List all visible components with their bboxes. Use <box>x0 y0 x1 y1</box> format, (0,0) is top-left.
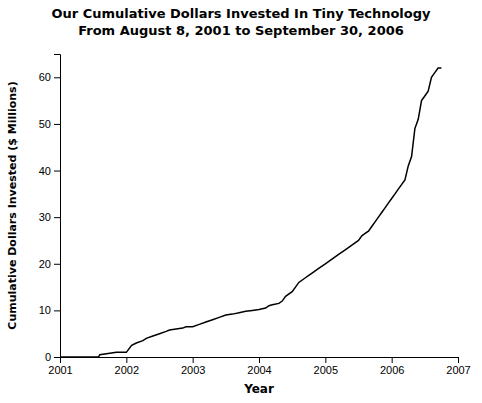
tick: 50 <box>39 118 60 130</box>
tick-label: 30 <box>39 211 51 223</box>
tick: 2003 <box>181 357 205 376</box>
tick-label: 0 <box>45 351 51 363</box>
tick: 2006 <box>380 357 404 376</box>
tick-mark <box>54 171 60 172</box>
tick-mark <box>54 310 60 311</box>
tick-mark <box>54 77 60 78</box>
tick-label: 2005 <box>314 364 338 376</box>
tick-mark <box>54 217 60 218</box>
tick-mark <box>392 357 393 363</box>
tick-label: 2003 <box>181 364 205 376</box>
tick-label: 60 <box>39 71 51 83</box>
tick-label: 50 <box>39 118 51 130</box>
tick-label: 2006 <box>380 364 404 376</box>
tick: 20 <box>39 258 60 270</box>
chart: 2001 2002 2003 2004 2005 2006 2007 0 10 20 30 40 50 6… <box>0 0 482 403</box>
tick-mark <box>54 124 60 125</box>
tick-label: 2001 <box>48 364 72 376</box>
tick-mark <box>259 357 260 363</box>
tick: 2001 <box>48 357 72 376</box>
plot-area <box>60 68 441 357</box>
tick: 0 <box>45 351 60 363</box>
tick-label: 40 <box>39 165 51 177</box>
subtitle: From August 8, 2001 to September 30, 200… <box>78 23 404 38</box>
tick: 30 <box>39 211 60 223</box>
tick: 40 <box>39 165 60 177</box>
tick-mark <box>193 357 194 363</box>
tick-mark <box>54 264 60 265</box>
y-axis: 0 10 20 30 40 50 60 <box>39 55 61 364</box>
tick-label: 2004 <box>247 364 271 376</box>
tick: 60 <box>39 71 60 83</box>
tick: 2007 <box>446 357 470 376</box>
axis-line <box>61 358 459 364</box>
x-axis: 2001 2002 2003 2004 2005 2006 2007 <box>48 357 470 376</box>
tick: 2004 <box>247 357 271 376</box>
tick-mark <box>126 357 127 363</box>
line <box>60 68 441 357</box>
tick-label: 2002 <box>115 364 139 376</box>
tick-mark <box>54 357 60 358</box>
tick-label: 2007 <box>446 364 470 376</box>
title: Our Cumulative Dollars Invested In Tiny … <box>51 6 431 21</box>
x-axis-title: Year <box>243 382 274 396</box>
tick-mark <box>458 357 459 363</box>
tick: 2005 <box>314 357 338 376</box>
tick-mark <box>325 357 326 363</box>
y-axis-title: Cumulative Dollars Invested ($ Millions) <box>6 81 19 329</box>
tick: 2002 <box>115 357 139 376</box>
tick: 10 <box>39 304 60 316</box>
tick-label: 20 <box>39 258 51 270</box>
axis-line <box>54 55 61 358</box>
tick-label: 10 <box>39 304 51 316</box>
